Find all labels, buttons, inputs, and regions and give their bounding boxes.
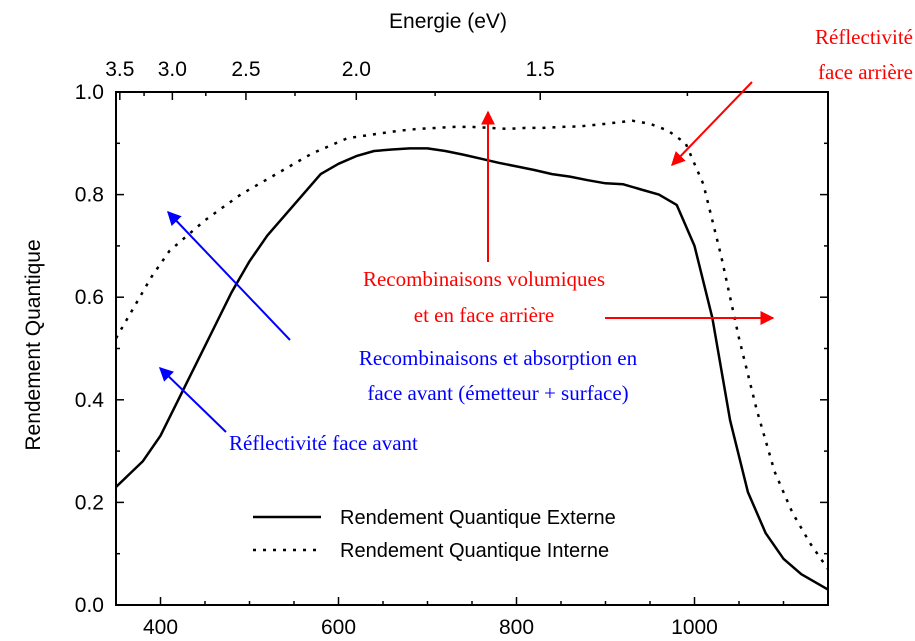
annotation-front-recombination-line2: face avant (émetteur + surface) (367, 381, 628, 405)
annotation-volume-recombination: Recombinaisons volumiques et en face arr… (363, 110, 775, 327)
top-tick-label: 1.5 (526, 58, 555, 81)
annotation-front-reflectivity: Réflectivité face avant (158, 367, 418, 455)
top-tick-label: 2.5 (231, 58, 260, 81)
series-internal-line (114, 119, 830, 570)
x-tick-label: 400 (143, 616, 178, 639)
x-tick-label: 600 (321, 616, 356, 639)
series-external-line (115, 147, 829, 591)
arrow-back-reflectivity (671, 81, 753, 167)
arrow-front-recombination (167, 210, 291, 341)
annotation-back-reflectivity-line1: Réflectivité (815, 25, 913, 49)
annotation-front-recombination-line1: Recombinaisons et absorption en (359, 346, 638, 370)
annotation-front-reflectivity-text: Réflectivité face avant (229, 431, 418, 455)
x-tick-label: 800 (499, 616, 534, 639)
top-tick-label: 3.5 (105, 58, 134, 81)
y-tick-label: 0.4 (75, 389, 105, 412)
plot-frame (115, 91, 829, 606)
annotation-back-reflectivity-line2: face arrière (818, 60, 913, 84)
annotation-volume-recombination-line2: et en face arrière (414, 303, 554, 327)
annotation-back-reflectivity: Réflectivité face arrière (671, 25, 913, 167)
annotation-front-recombination: Recombinaisons et absorption en face ava… (167, 210, 638, 405)
top-tick-label: 3.0 (158, 58, 187, 81)
legend-label-external: Rendement Quantique Externe (340, 507, 616, 529)
legend: Rendement Quantique Externe Rendement Qu… (253, 507, 616, 562)
arrow-front-reflectivity (158, 367, 227, 433)
y-tick-label: 1.0 (75, 81, 104, 104)
x-tick-label: 1000 (671, 616, 718, 639)
y-tick-label: 0.2 (75, 491, 104, 514)
y-tick-label: 0.6 (75, 286, 104, 309)
top-tick-label: 2.0 (342, 58, 371, 81)
top-axis-title: Energie (eV) (389, 10, 507, 33)
legend-label-internal: Rendement Quantique Interne (340, 540, 609, 562)
y-tick-label: 0.8 (75, 184, 104, 207)
annotation-volume-recombination-line1: Recombinaisons volumiques (363, 267, 605, 291)
y-tick-label: 0.0 (75, 594, 104, 617)
y-axis-title: Rendement Quantique (22, 239, 45, 450)
